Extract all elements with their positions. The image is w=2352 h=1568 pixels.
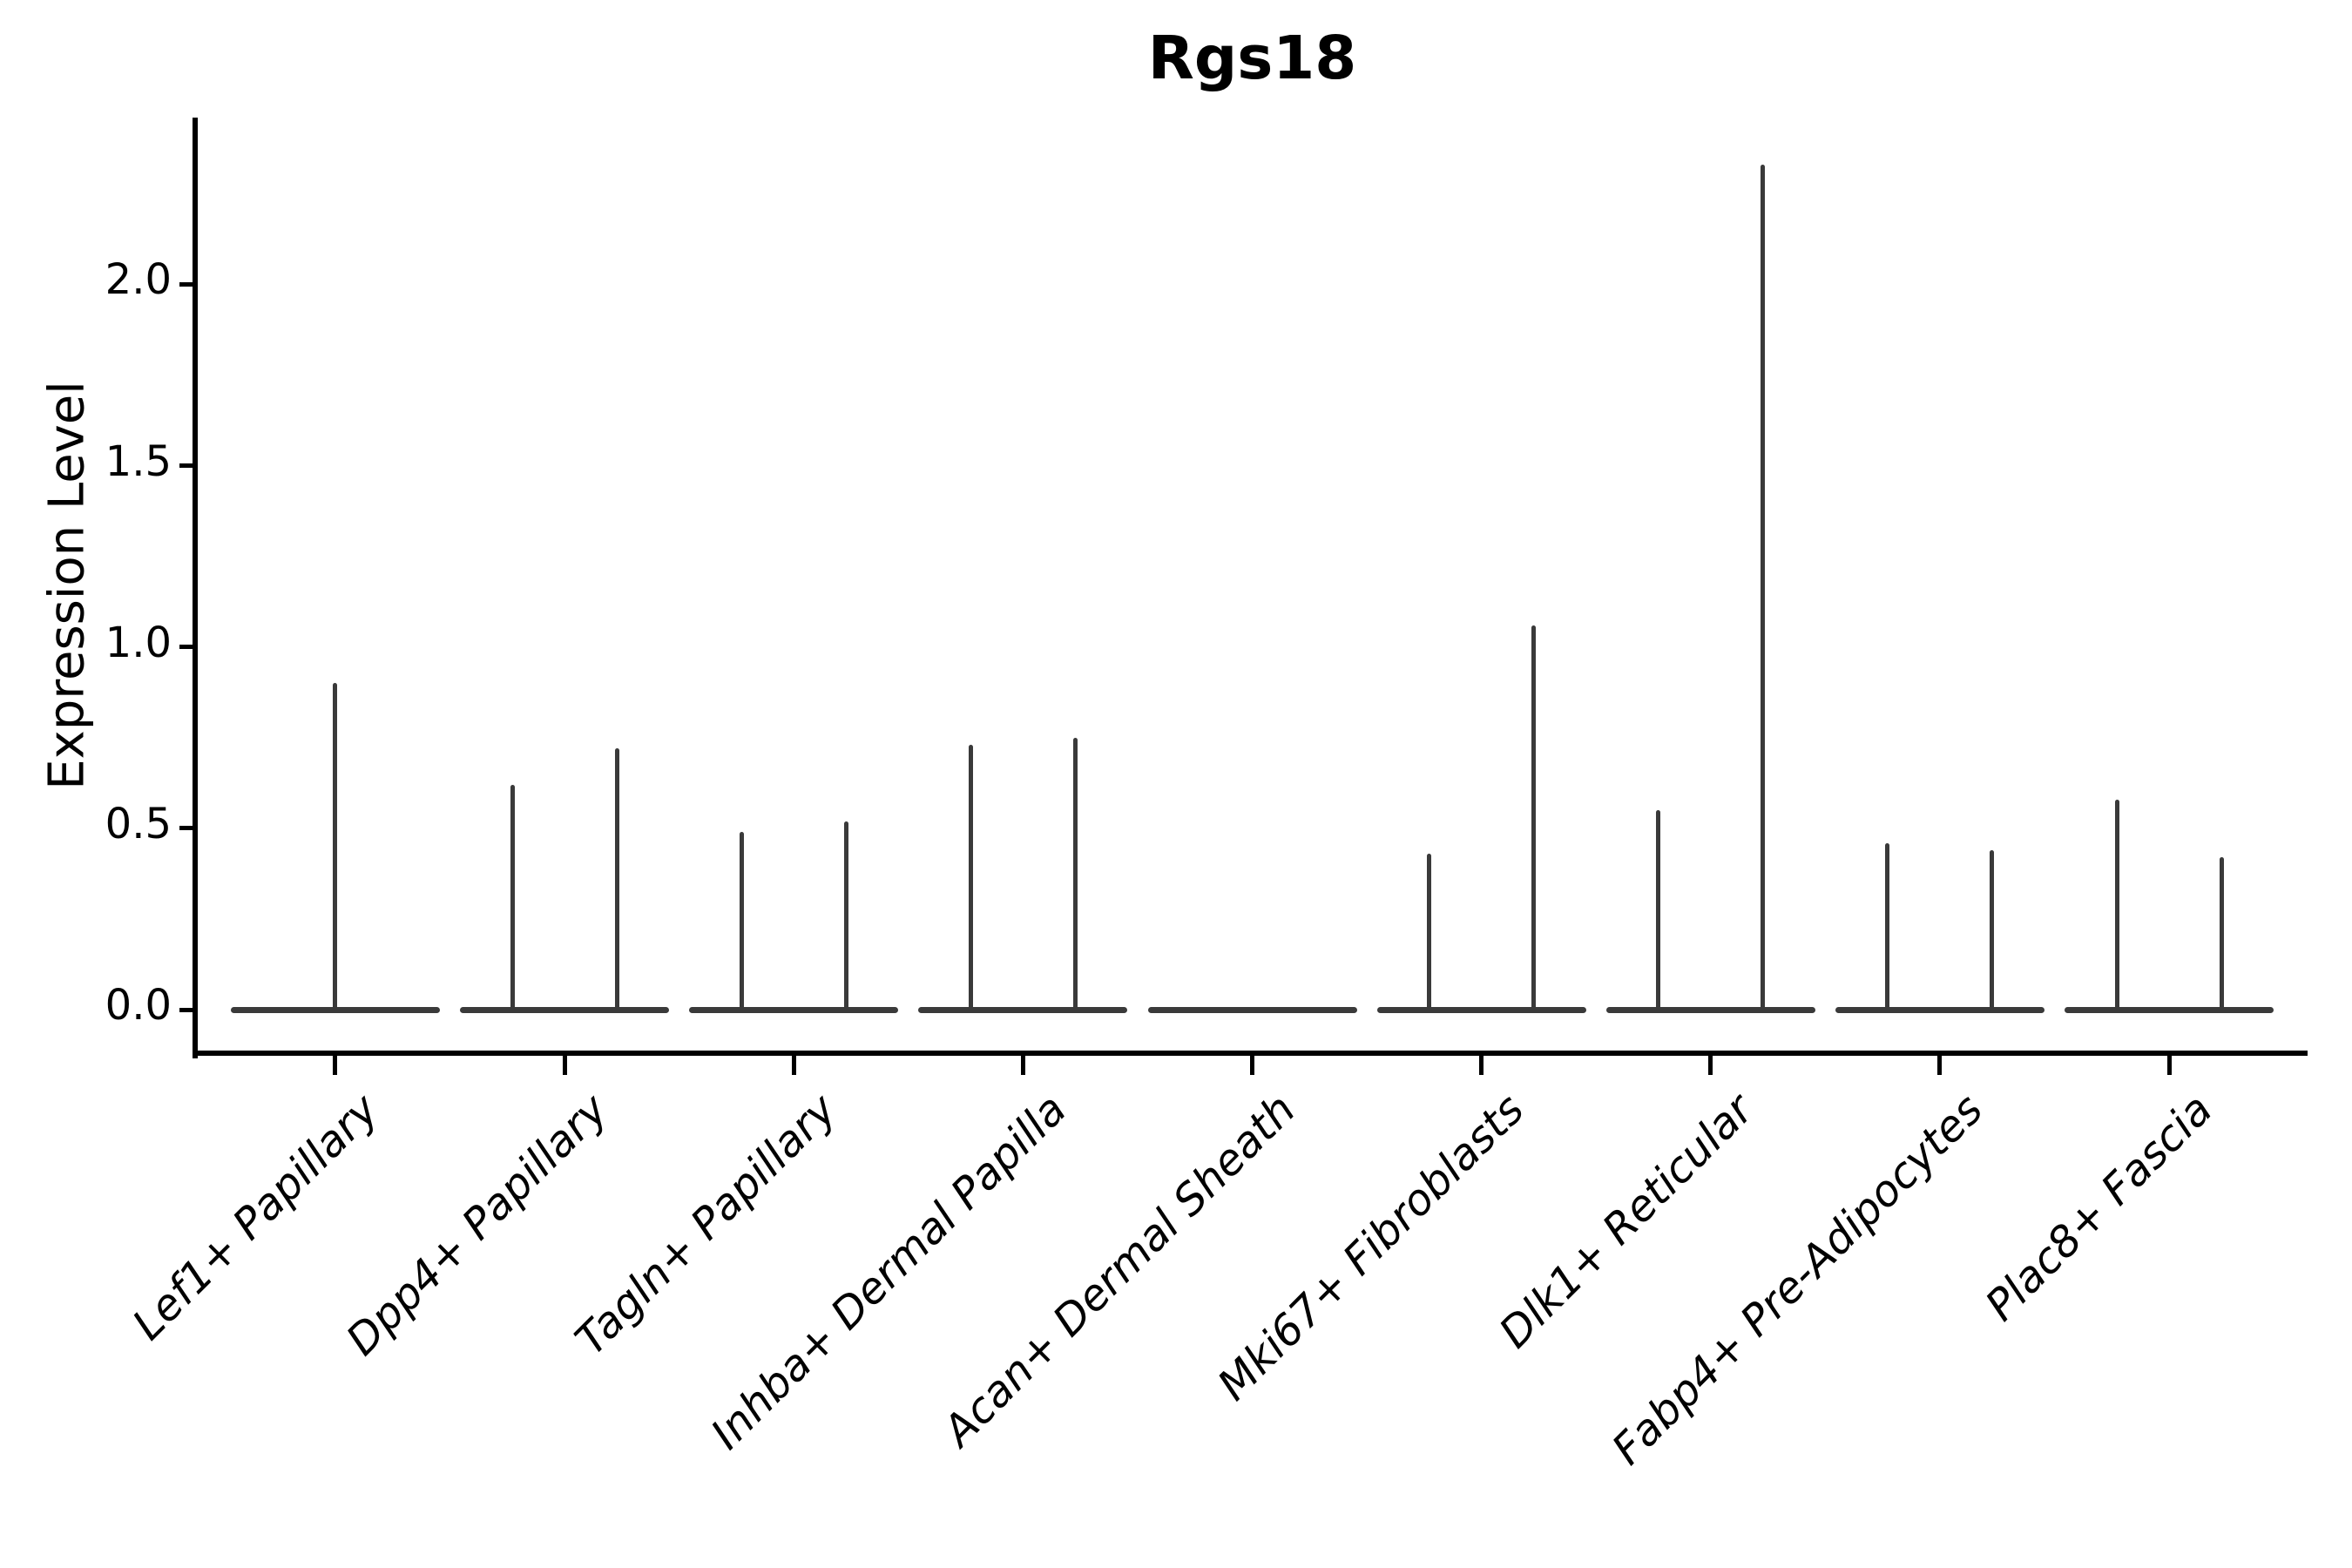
violin-baseline <box>689 1006 899 1013</box>
x-category-label: Plac8+ Fascia <box>1976 1085 2222 1331</box>
violin-baseline <box>918 1006 1128 1013</box>
x-axis-spine <box>193 1051 2308 1056</box>
y-tick <box>179 463 193 469</box>
violin-spike <box>968 745 973 1012</box>
violin-baseline <box>1835 1006 2044 1013</box>
violin-spike <box>614 748 619 1012</box>
y-tick <box>179 645 193 650</box>
violin-baseline <box>1376 1006 1586 1013</box>
x-category-label: Dlk1+ Reticular <box>1490 1085 1764 1358</box>
x-tick <box>1937 1056 1943 1075</box>
violin-baseline <box>460 1006 670 1013</box>
violin-spike <box>510 784 515 1012</box>
x-tick <box>562 1056 567 1075</box>
y-tick-label: 1.0 <box>105 618 172 667</box>
violin-spike <box>1761 165 1766 1012</box>
violin-spike <box>2114 799 2119 1012</box>
x-tick <box>1479 1056 1484 1075</box>
y-tick <box>179 281 193 287</box>
y-tick-label: 0.0 <box>105 981 172 1031</box>
x-tick <box>1708 1056 1713 1075</box>
chart-title: Rgs18 <box>1147 24 1357 93</box>
violin-spike <box>843 821 848 1012</box>
x-tick <box>1250 1056 1254 1075</box>
violin-spike <box>739 832 744 1012</box>
y-tick <box>179 826 193 831</box>
y-axis-spine <box>193 118 198 1058</box>
x-category-label: Fabp4+ Pre-Adipocytes <box>1602 1085 1993 1475</box>
x-tick <box>2166 1056 2172 1075</box>
y-tick-label: 1.5 <box>105 436 172 486</box>
y-tick-label: 0.5 <box>105 799 172 848</box>
violin-spike <box>1990 849 1995 1012</box>
violin-spike <box>2219 857 2224 1012</box>
violin-spike <box>1531 625 1537 1012</box>
y-tick-label: 2.0 <box>105 255 172 305</box>
violin-baseline <box>1605 1006 1815 1013</box>
violin-spike <box>1072 737 1078 1012</box>
violin-spike <box>1656 810 1661 1012</box>
y-tick <box>179 1007 193 1012</box>
x-tick <box>333 1056 338 1075</box>
violin-spike <box>1427 854 1432 1012</box>
x-tick <box>791 1056 796 1075</box>
x-tick <box>1020 1056 1025 1075</box>
violin-baseline <box>1147 1006 1357 1013</box>
x-category-label: Lef1+ Papillary <box>123 1085 389 1350</box>
violin-baseline <box>2065 1006 2274 1013</box>
violin-spike <box>333 683 338 1012</box>
violin-spike <box>1885 842 1890 1012</box>
